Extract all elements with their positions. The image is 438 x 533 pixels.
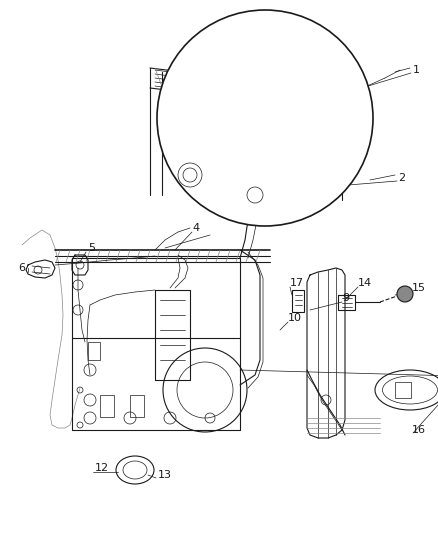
Text: 16: 16 — [412, 425, 426, 435]
Circle shape — [157, 10, 373, 226]
Text: 13: 13 — [158, 470, 172, 480]
Text: 15: 15 — [412, 283, 426, 293]
Text: 5: 5 — [88, 243, 95, 253]
Circle shape — [397, 286, 413, 302]
Text: 1: 1 — [413, 65, 420, 75]
Text: 14: 14 — [358, 278, 372, 288]
Text: 4: 4 — [192, 223, 199, 233]
Text: 2: 2 — [398, 173, 405, 183]
Text: 17: 17 — [290, 278, 304, 288]
Text: 9: 9 — [342, 293, 349, 303]
Text: 12: 12 — [95, 463, 109, 473]
Text: 6: 6 — [18, 263, 25, 273]
Text: 10: 10 — [288, 313, 302, 323]
